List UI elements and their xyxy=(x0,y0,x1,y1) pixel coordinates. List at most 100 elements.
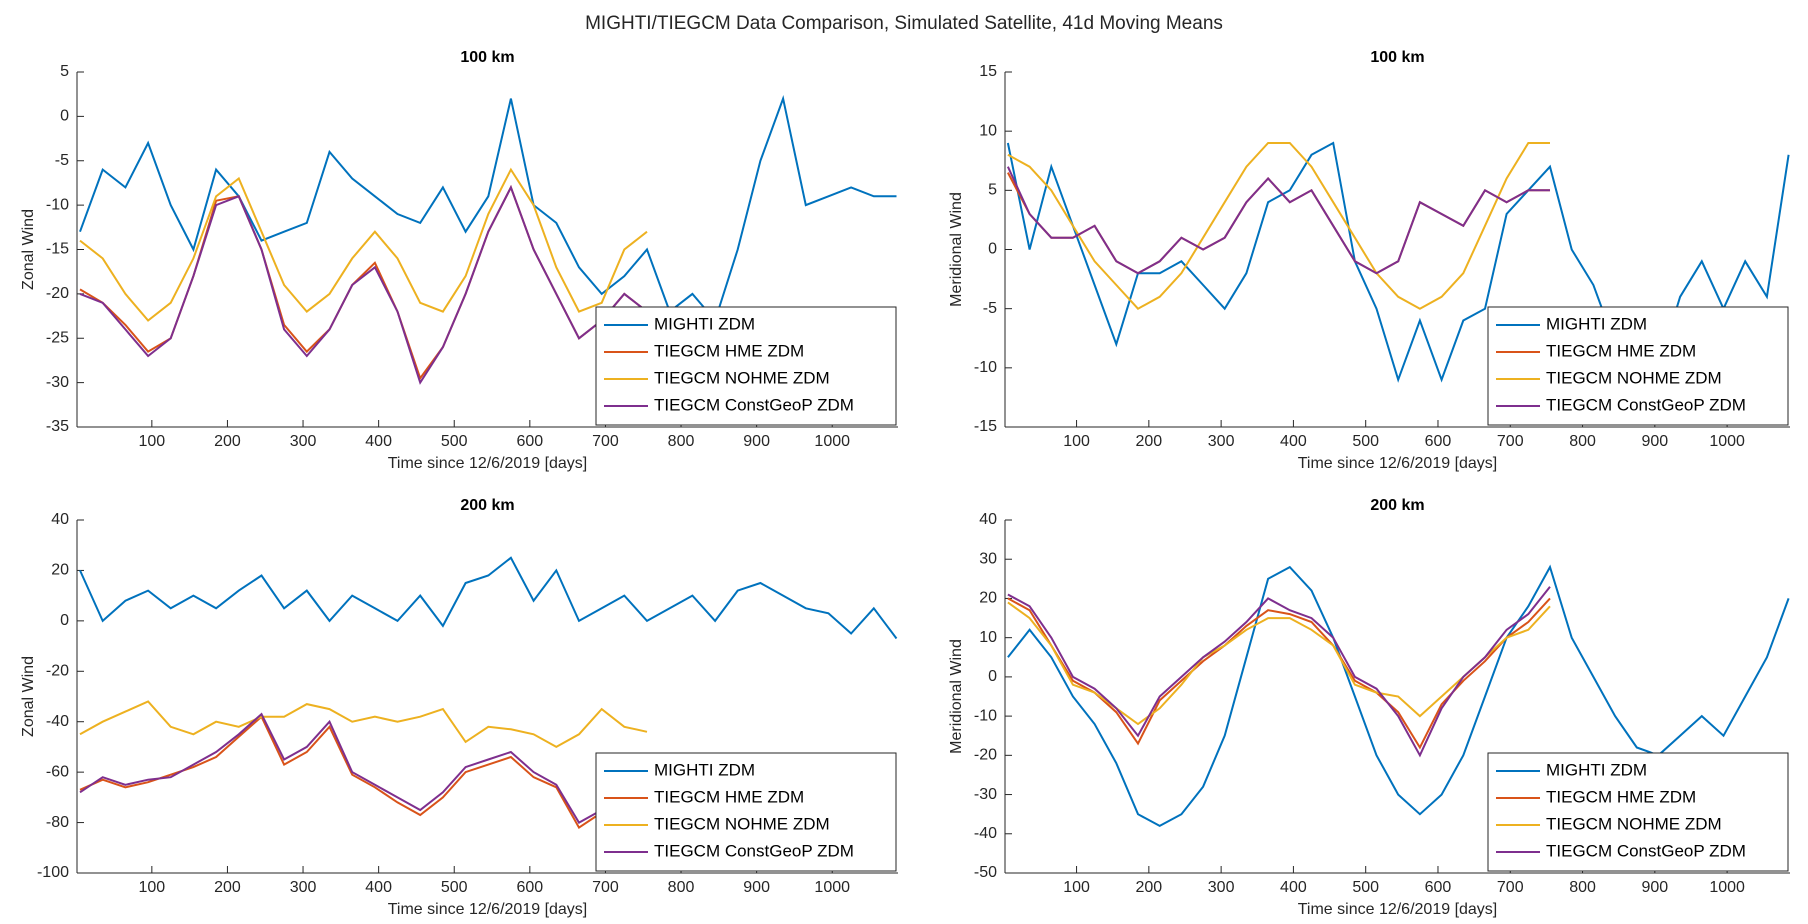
y-tick-label: -40 xyxy=(974,825,997,842)
y-tick-label: 5 xyxy=(60,63,69,80)
y-tick-label: 30 xyxy=(979,550,997,567)
legend-label: TIEGCM ConstGeoP ZDM xyxy=(654,395,854,414)
legend-label: TIEGCM ConstGeoP ZDM xyxy=(1546,841,1746,860)
y-tick-label: 20 xyxy=(979,590,997,607)
series-line xyxy=(1007,142,1550,310)
x-tick-label: 200 xyxy=(214,879,241,896)
y-tick-label: -50 xyxy=(974,864,997,881)
x-tick-label: 600 xyxy=(1425,433,1452,450)
x-tick-label: 700 xyxy=(1497,433,1524,450)
legend-label: MIGHTI ZDM xyxy=(654,760,755,779)
y-tick-label: -10 xyxy=(974,707,997,724)
x-tick-label: 300 xyxy=(1208,879,1235,896)
y-axis-label: Zonal Wind xyxy=(20,209,37,290)
y-tick-label: -20 xyxy=(46,663,69,680)
x-tick-label: 900 xyxy=(1641,879,1668,896)
y-tick-label: -20 xyxy=(974,747,997,764)
series-line xyxy=(79,556,898,640)
y-tick-label: -5 xyxy=(55,152,69,169)
y-tick-label: 10 xyxy=(979,629,997,646)
legend-label: TIEGCM ConstGeoP ZDM xyxy=(654,841,854,860)
legend-label: TIEGCM HME ZDM xyxy=(654,787,804,806)
x-tick-label: 300 xyxy=(290,879,317,896)
y-tick-label: -20 xyxy=(46,285,69,302)
x-tick-label: 600 xyxy=(1425,879,1452,896)
x-tick-label: 1000 xyxy=(814,879,850,896)
x-tick-label: 200 xyxy=(214,433,241,450)
y-tick-label: -25 xyxy=(46,329,69,346)
panel-title: 200 km xyxy=(1370,497,1424,514)
y-tick-label: -15 xyxy=(46,241,69,258)
y-tick-label: -15 xyxy=(974,418,997,435)
x-tick-label: 500 xyxy=(441,433,468,450)
y-tick-label: 15 xyxy=(979,63,997,80)
y-tick-label: -30 xyxy=(46,374,69,391)
y-tick-label: 0 xyxy=(60,612,69,629)
x-tick-label: 400 xyxy=(1280,879,1307,896)
x-tick-label: 400 xyxy=(365,433,392,450)
panel-title: 100 km xyxy=(1370,49,1424,66)
legend-label: MIGHTI ZDM xyxy=(1546,314,1647,333)
legend-label: TIEGCM HME ZDM xyxy=(654,341,804,360)
x-tick-label: 900 xyxy=(743,879,770,896)
y-tick-label: 0 xyxy=(988,668,997,685)
legend-label: TIEGCM ConstGeoP ZDM xyxy=(1546,395,1746,414)
legend-label: TIEGCM NOHME ZDM xyxy=(654,368,830,387)
x-tick-label: 200 xyxy=(1135,433,1162,450)
series-line xyxy=(79,167,648,322)
y-tick-label: -10 xyxy=(46,196,69,213)
y-tick-label: -100 xyxy=(37,864,69,881)
x-axis-label: Time since 12/6/2019 [days] xyxy=(388,455,588,472)
x-tick-label: 600 xyxy=(516,433,543,450)
y-tick-label: 40 xyxy=(51,511,69,528)
x-tick-label: 1000 xyxy=(1709,879,1745,896)
x-tick-label: 400 xyxy=(1280,433,1307,450)
series-line xyxy=(79,700,648,749)
x-tick-label: 500 xyxy=(441,879,468,896)
y-tick-label: -5 xyxy=(983,300,997,317)
x-tick-label: 300 xyxy=(1208,433,1235,450)
legend-label: MIGHTI ZDM xyxy=(654,314,755,333)
x-tick-label: 900 xyxy=(1641,433,1668,450)
y-tick-label: 5 xyxy=(988,182,997,199)
y-axis-label: Meridional Wind xyxy=(948,192,965,307)
series-line xyxy=(1007,601,1551,726)
x-tick-label: 800 xyxy=(668,433,695,450)
legend-label: TIEGCM HME ZDM xyxy=(1546,341,1696,360)
y-tick-label: -80 xyxy=(46,814,69,831)
series-line xyxy=(79,712,648,824)
panel-title: 100 km xyxy=(460,49,514,66)
y-tick-label: 0 xyxy=(60,108,69,125)
y-axis-label: Meridional Wind xyxy=(948,639,965,754)
x-axis-label: Time since 12/6/2019 [days] xyxy=(1298,901,1498,918)
x-tick-label: 500 xyxy=(1352,879,1379,896)
x-axis-label: Time since 12/6/2019 [days] xyxy=(1298,455,1498,472)
y-tick-label: -10 xyxy=(974,359,997,376)
x-axis-label: Time since 12/6/2019 [days] xyxy=(388,901,588,918)
x-tick-label: 800 xyxy=(1569,433,1596,450)
x-tick-label: 500 xyxy=(1352,433,1379,450)
series-line xyxy=(79,94,897,323)
legend-label: TIEGCM NOHME ZDM xyxy=(654,814,830,833)
x-tick-label: 600 xyxy=(516,879,543,896)
x-tick-label: 1000 xyxy=(1709,433,1745,450)
legend-label: TIEGCM HME ZDM xyxy=(1546,787,1696,806)
y-tick-label: 10 xyxy=(979,122,997,139)
y-tick-label: -30 xyxy=(974,786,997,803)
y-tick-label: 0 xyxy=(988,241,997,258)
x-tick-label: 800 xyxy=(668,879,695,896)
x-tick-label: 700 xyxy=(592,433,619,450)
y-tick-label: -40 xyxy=(46,713,69,730)
figure-title: MIGHTI/TIEGCM Data Comparison, Simulated… xyxy=(585,13,1223,34)
series-line xyxy=(1006,166,1550,275)
x-tick-label: 900 xyxy=(743,433,770,450)
series-line xyxy=(1007,586,1551,758)
y-tick-label: -35 xyxy=(46,418,69,435)
x-tick-label: 700 xyxy=(1497,879,1524,896)
x-tick-label: 100 xyxy=(1063,433,1090,450)
x-tick-label: 800 xyxy=(1569,879,1596,896)
y-tick-label: 20 xyxy=(51,562,69,579)
y-tick-label: 40 xyxy=(979,511,997,528)
x-tick-label: 100 xyxy=(138,879,165,896)
